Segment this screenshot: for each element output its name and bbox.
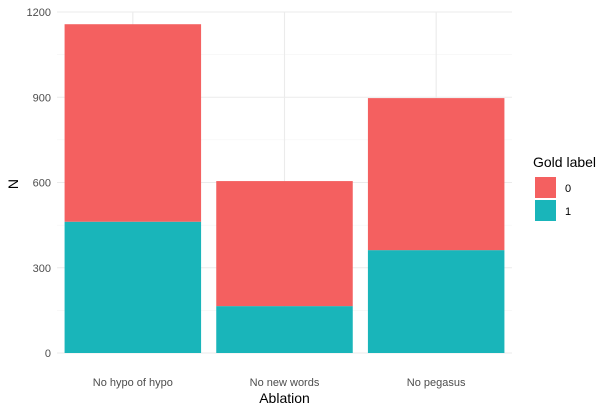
bar-segment [367, 250, 505, 353]
legend-title: Gold label [533, 154, 596, 170]
legend: Gold label 01 [533, 154, 596, 221]
y-tick-label: 900 [33, 92, 51, 104]
y-tick-label: 600 [33, 178, 51, 190]
x-tick-label: No new words [250, 377, 320, 389]
bar-segment [216, 306, 353, 353]
bar-segment [367, 98, 505, 251]
x-axis-title: Ablation [259, 390, 310, 406]
bars-layer [64, 24, 505, 353]
bar-segment [64, 24, 202, 222]
bar-segment [216, 181, 353, 307]
legend-items: 01 [535, 177, 571, 221]
x-tick-label: No hypo of hypo [93, 377, 173, 389]
bar-segment [64, 221, 202, 353]
legend-key [535, 200, 556, 221]
y-axis-title: N [5, 179, 21, 189]
y-tick-label: 1200 [27, 7, 51, 19]
axis-layer: 0 300 600 900 1200 No hypo of hypo No new word… [27, 7, 466, 389]
legend-key [535, 177, 556, 198]
legend-label: 0 [565, 183, 571, 195]
y-tick-label: 300 [33, 263, 51, 275]
legend-label: 1 [565, 206, 571, 218]
x-tick-label: No pegasus [407, 377, 466, 389]
y-tick-label: 0 [45, 348, 51, 360]
